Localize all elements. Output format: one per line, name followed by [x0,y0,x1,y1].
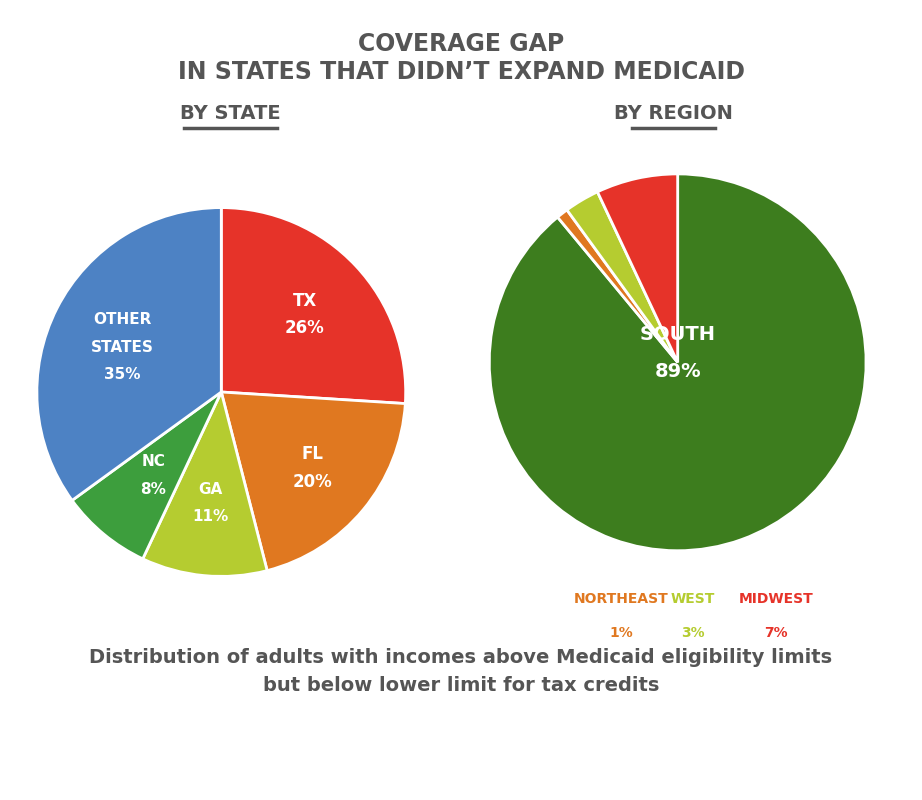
Wedge shape [72,392,221,559]
Text: 89%: 89% [655,362,701,382]
Text: Source: The Kaiser Family Foundation, 2016: Source: The Kaiser Family Foundation, 20… [549,762,894,777]
Text: BY STATE: BY STATE [180,104,281,123]
Text: STATES: STATES [91,340,154,355]
Wedge shape [558,210,678,362]
Text: FL: FL [301,446,324,463]
Wedge shape [221,207,406,403]
Text: TX: TX [292,292,317,310]
Text: 11%: 11% [193,510,229,525]
Wedge shape [221,392,406,570]
Wedge shape [143,392,267,576]
Wedge shape [37,207,221,500]
Text: WEST: WEST [670,592,715,606]
Text: SOUTH: SOUTH [640,325,715,343]
Text: 35%: 35% [104,367,141,382]
Text: 1%: 1% [609,626,633,640]
Text: COVERAGE GAP: COVERAGE GAP [358,32,564,56]
Text: OTHER: OTHER [93,312,152,327]
Text: 8%: 8% [140,482,166,497]
Wedge shape [567,192,678,362]
Text: NORTHEAST: NORTHEAST [573,592,668,606]
Text: IN STATES THAT DIDN’T EXPAND MEDICAID: IN STATES THAT DIDN’T EXPAND MEDICAID [178,60,744,84]
Text: 20%: 20% [292,473,332,491]
Text: MIDWEST: MIDWEST [739,592,813,606]
Text: 7%: 7% [763,626,787,640]
Text: GA: GA [199,482,223,497]
Text: BY REGION: BY REGION [614,104,732,123]
Wedge shape [597,174,678,362]
Text: 3%: 3% [681,626,704,640]
Text: 26%: 26% [285,319,325,338]
Wedge shape [490,174,866,550]
Text: NC: NC [141,454,165,469]
Text: Distribution of adults with incomes above Medicaid eligibility limits: Distribution of adults with incomes abov… [89,648,833,667]
Text: but below lower limit for tax credits: but below lower limit for tax credits [263,676,659,695]
